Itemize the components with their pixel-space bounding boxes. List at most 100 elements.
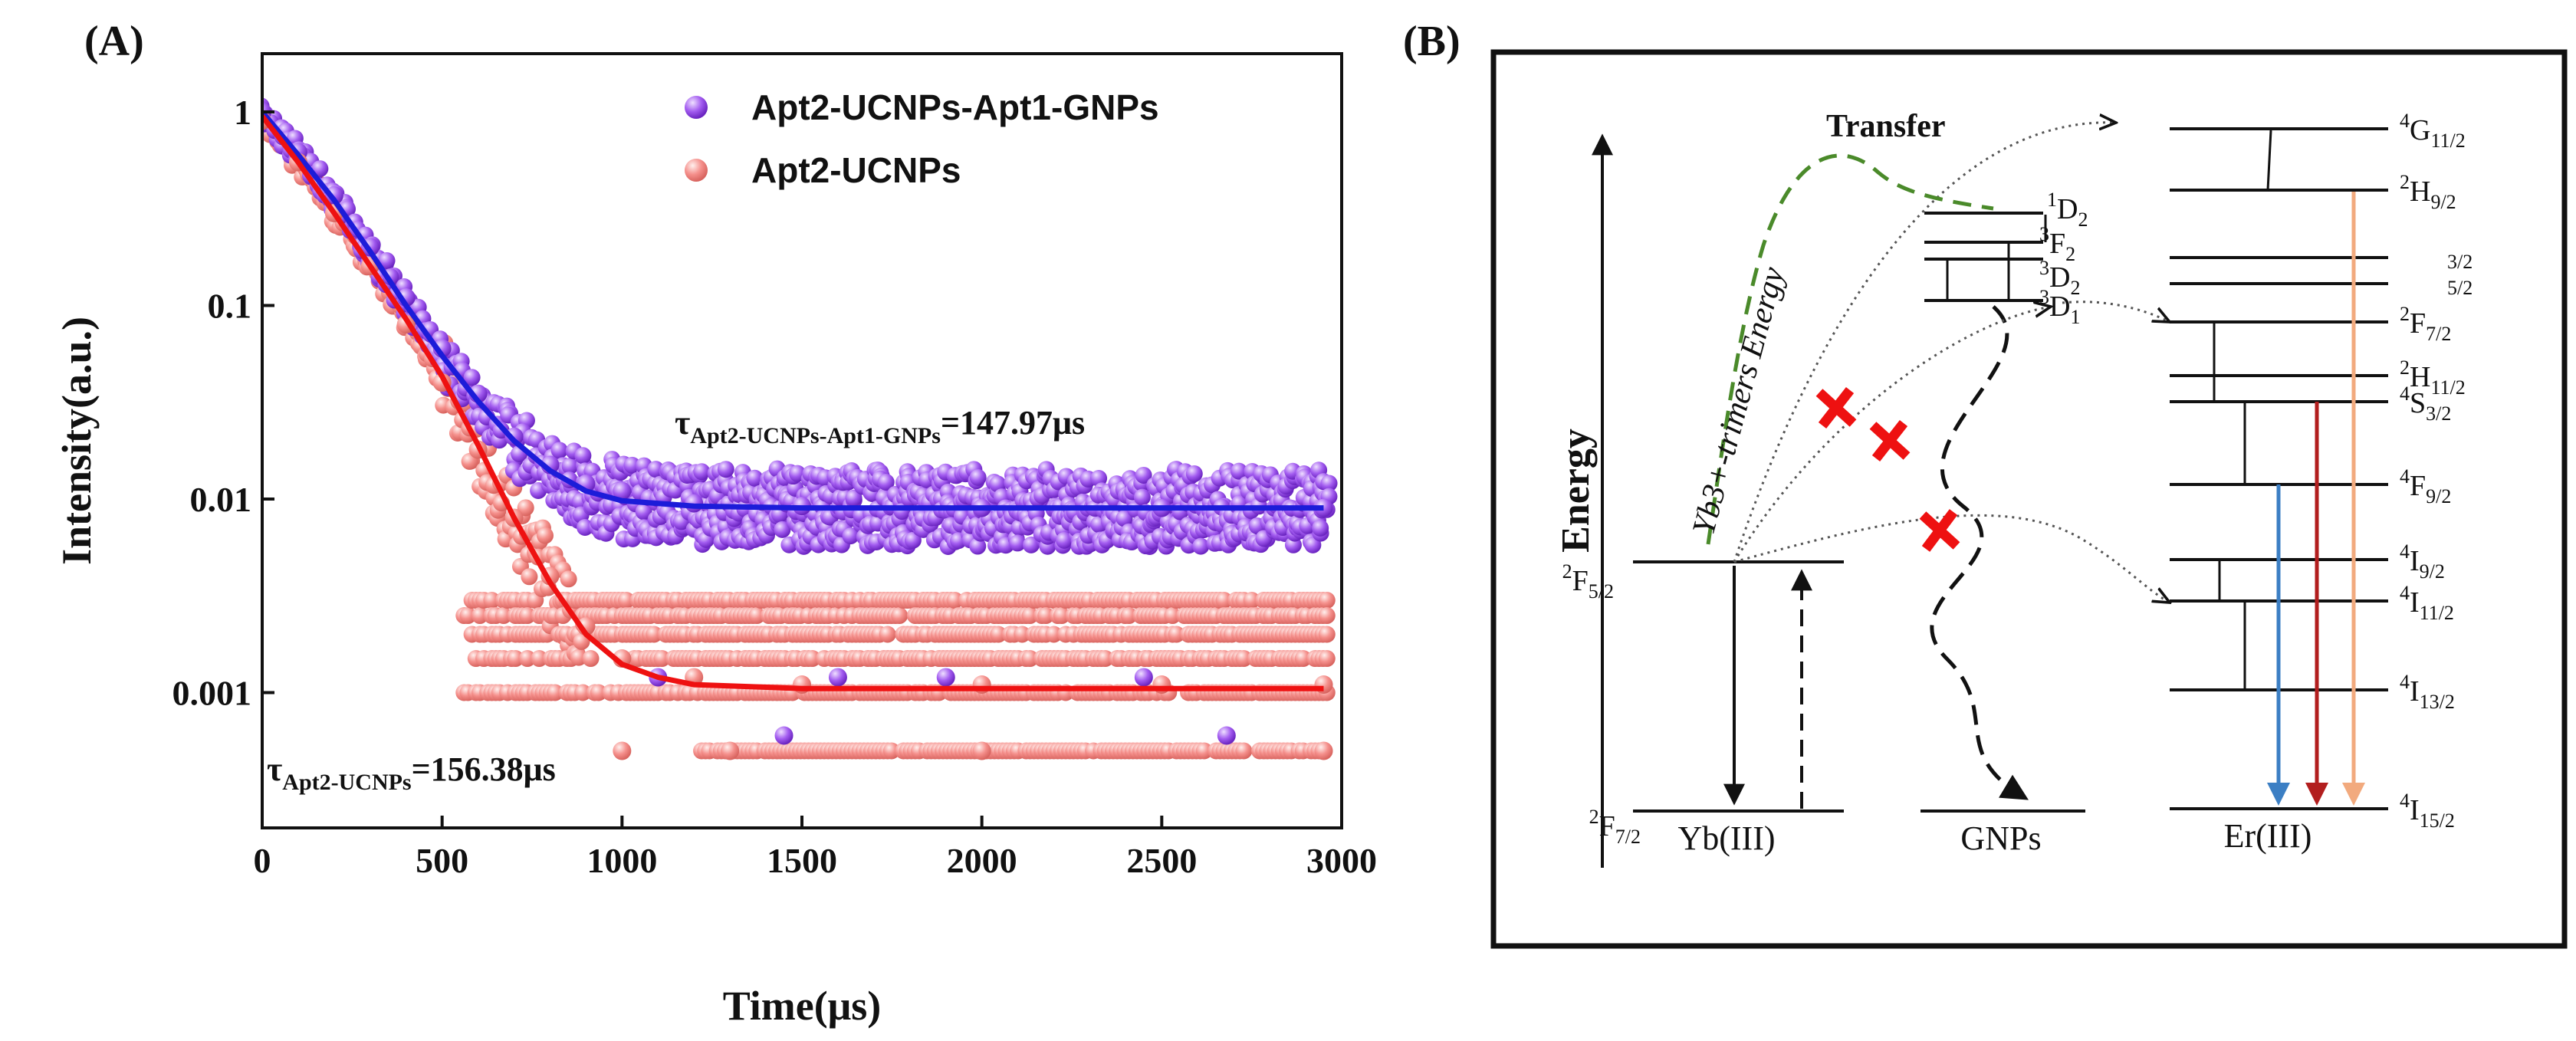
data-point <box>1096 650 1114 668</box>
data-point <box>1185 465 1203 483</box>
legend-marker-purple <box>685 96 708 119</box>
data-point <box>521 568 538 586</box>
data-point <box>1195 742 1213 760</box>
data-point <box>1037 607 1055 625</box>
gnp-label-3D2: 3D2 <box>2039 257 2080 299</box>
data-point <box>653 650 671 668</box>
y-tick-label: 0.001 <box>172 674 252 713</box>
panel-a: (A) 0 500 1000 1500 2000 2500 3000 1 0.1 0.01 0.0… <box>54 18 1377 1029</box>
data-point <box>1215 592 1233 609</box>
data-point <box>1243 592 1260 609</box>
panel-b: (B) Energy 2F5/2 2F7/2 Yb(III) 1D2 3F2 3… <box>1403 18 2568 949</box>
er-column-label: Er(III) <box>2224 817 2312 855</box>
x-axis-ticks: 0 500 1000 1500 2000 2500 3000 <box>254 816 1377 880</box>
data-point <box>748 607 766 625</box>
data-point <box>1235 650 1253 668</box>
data-point <box>550 442 568 459</box>
er-level-label: 4G11/2 <box>2400 110 2466 152</box>
fit-line-blue <box>262 110 1324 511</box>
transfer-path-to-4G11-2 <box>1733 123 2116 563</box>
data-point <box>1320 475 1338 492</box>
fit-curves <box>262 110 1324 691</box>
data-point <box>904 531 922 549</box>
data-point <box>882 742 900 760</box>
er-level-label: 4S3/2 <box>2400 383 2451 425</box>
transfer-label: Transfer <box>1826 109 1946 144</box>
data-point <box>1021 607 1039 625</box>
data-point <box>483 592 501 609</box>
data-point <box>1235 742 1253 760</box>
er-level-label: 4I13/2 <box>2400 671 2455 713</box>
data-point <box>877 473 895 491</box>
data-point <box>1314 498 1333 517</box>
x-tick-label: 3000 <box>1306 841 1377 880</box>
data-point <box>746 469 764 487</box>
data-point <box>1312 519 1329 537</box>
cross-icon <box>1869 419 1911 462</box>
data-point <box>1133 488 1151 506</box>
data-point <box>1192 537 1210 555</box>
data-point <box>1318 626 1336 643</box>
er-level-label: 2F7/2 <box>2400 303 2451 345</box>
data-point <box>693 463 711 481</box>
x-tick-label: 2000 <box>947 841 1017 880</box>
data-point <box>1009 534 1027 552</box>
data-point <box>463 369 481 386</box>
data-point <box>623 456 641 474</box>
panel-b-label: (B) <box>1403 18 1460 65</box>
tau-annotation-2: τApt2-UCNPs=156.38μs <box>267 750 556 795</box>
gnp-nonradiative-decay <box>1930 305 2029 800</box>
data-point <box>721 741 740 760</box>
y-axis-label: Intensity(a.u.) <box>54 317 100 565</box>
er-level-label: 4F9/2 <box>2400 465 2451 507</box>
data-point <box>1230 462 1248 480</box>
cross-icon <box>1815 386 1857 429</box>
data-point <box>646 626 663 643</box>
data-point <box>495 607 512 625</box>
legend: Apt2-UCNPs-Apt1-GNPs Apt2-UCNPs <box>685 87 1159 190</box>
er-level-label: 5/2 <box>2447 277 2472 299</box>
data-point <box>518 650 536 668</box>
data-point <box>1116 510 1133 527</box>
er-level-label: 3/2 <box>2447 251 2472 273</box>
data-point <box>1168 626 1185 643</box>
data-point <box>842 527 859 545</box>
data-point <box>517 499 534 517</box>
data-point <box>845 489 863 507</box>
data-point <box>774 726 794 745</box>
data-point <box>1045 626 1063 643</box>
data-point <box>378 252 396 270</box>
fit-line-red <box>262 114 1324 691</box>
data-point <box>1294 650 1312 668</box>
gnp-label-3F2: 3F2 <box>2039 223 2075 265</box>
yb-trimers-energy-label: Yb3+-trimers Energy <box>1686 263 1792 538</box>
data-point <box>1318 592 1336 609</box>
er-level-label: 4I15/2 <box>2400 790 2455 832</box>
legend-label-2: Apt2-UCNPs <box>751 150 961 190</box>
data-point <box>574 447 592 465</box>
gnp-label-1D2: 1D2 <box>2047 189 2088 231</box>
blocked-transfer-marks <box>1815 386 1960 552</box>
data-point <box>828 668 847 687</box>
tau-annotation-1: τApt2-UCNPs-Apt1-GNPs=147.97μs <box>675 404 1085 448</box>
data-point <box>946 592 964 609</box>
data-point <box>989 475 1007 493</box>
data-point <box>577 519 594 537</box>
yb-column-label: Yb(III) <box>1677 819 1775 857</box>
data-point <box>1135 466 1152 484</box>
data-point <box>1021 650 1039 668</box>
energy-label: Energy <box>1554 429 1598 553</box>
er-level-label: 2H11/2 <box>2400 356 2466 399</box>
data-point <box>891 607 909 625</box>
transfer-path-to-2F7-2 <box>2062 300 2170 322</box>
data-point <box>803 650 821 668</box>
data-point <box>936 668 955 687</box>
data-point <box>1022 536 1040 553</box>
er-level-label: 4I11/2 <box>2400 582 2454 624</box>
data-point <box>518 607 536 625</box>
data-point <box>635 503 652 520</box>
cross-icon <box>1919 509 1960 552</box>
data-point <box>582 650 600 668</box>
